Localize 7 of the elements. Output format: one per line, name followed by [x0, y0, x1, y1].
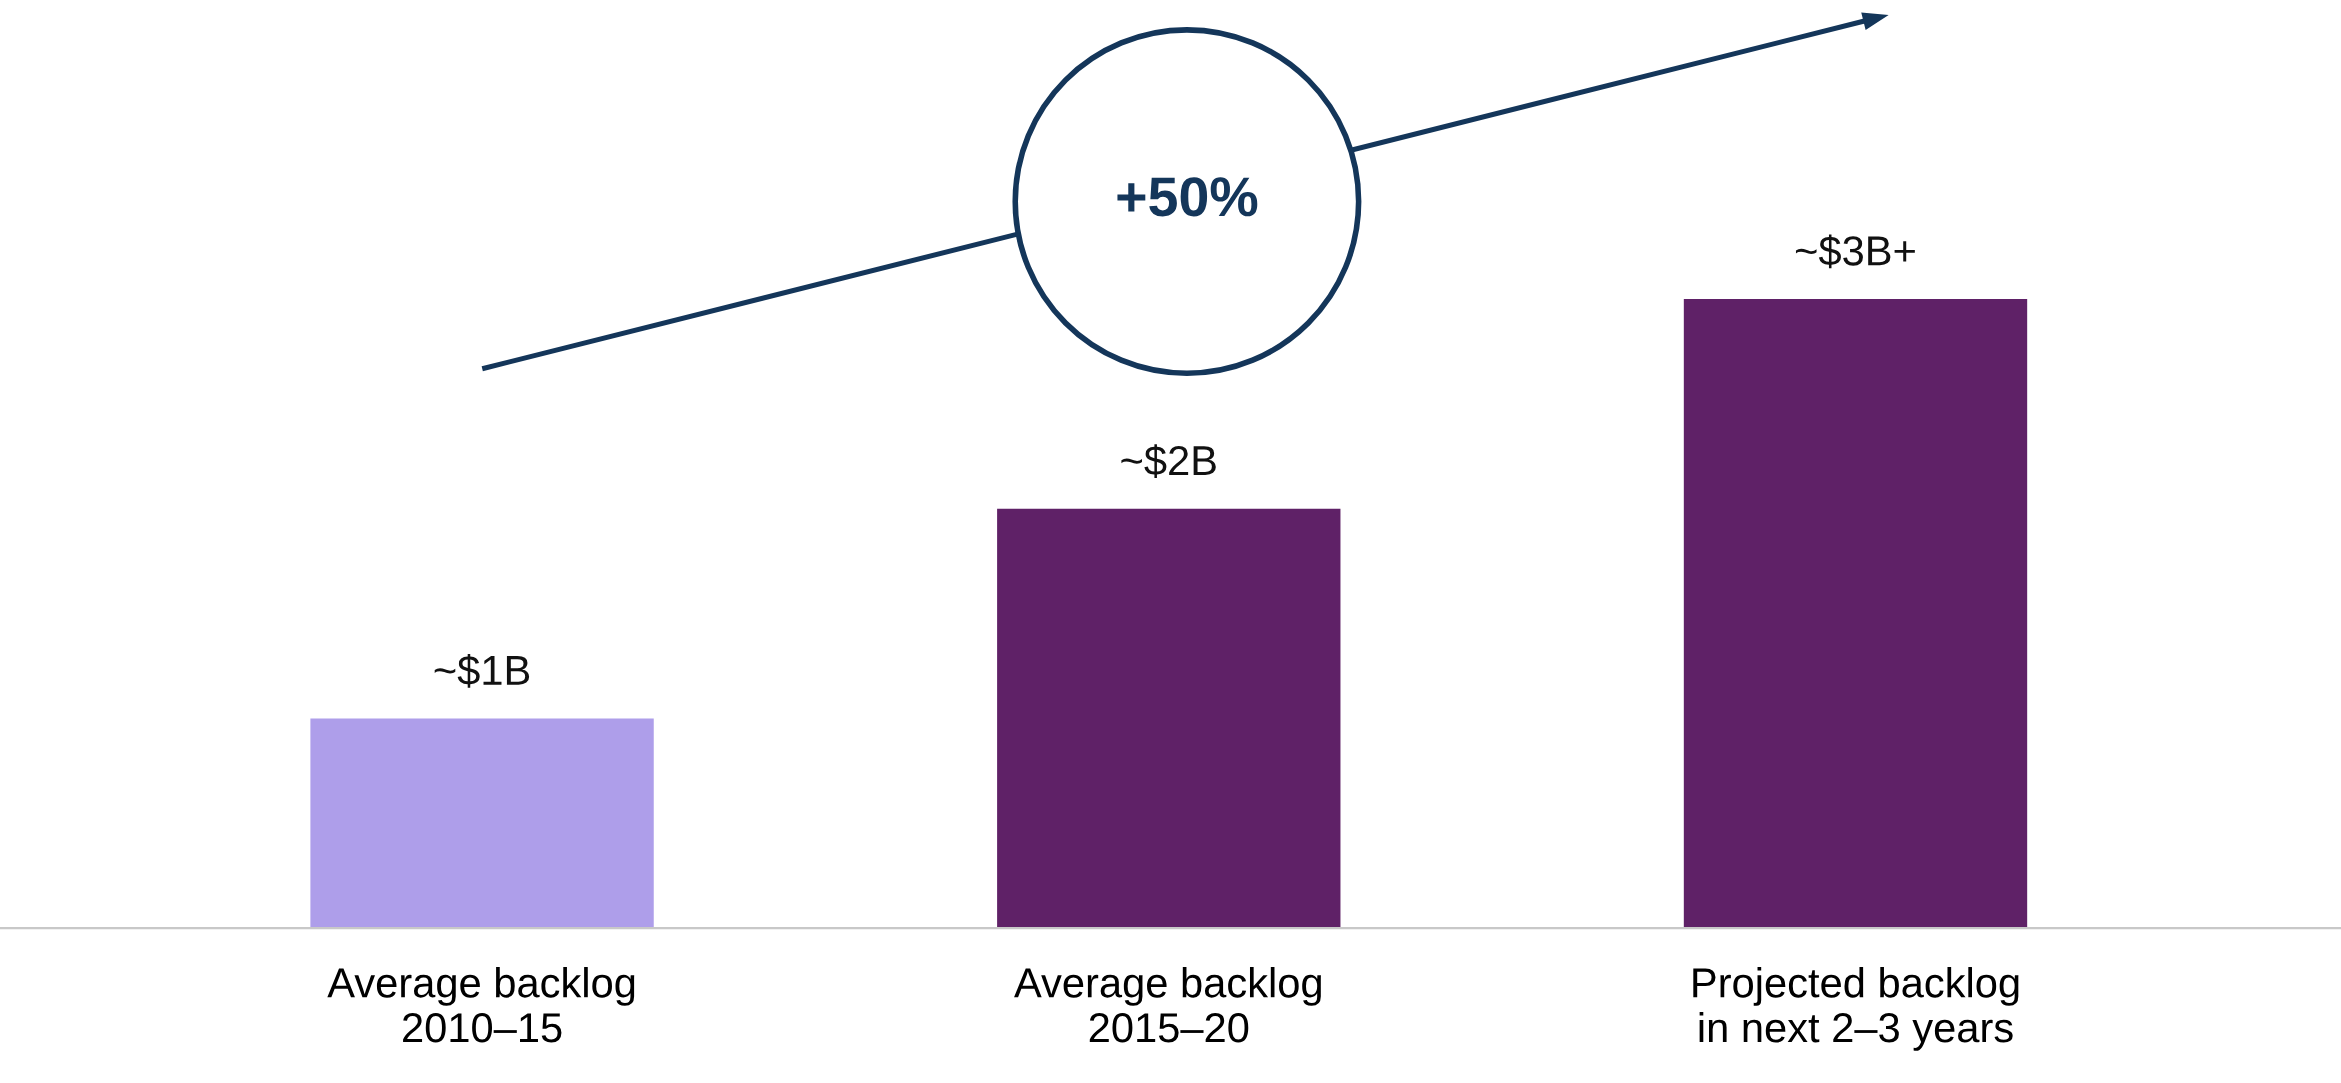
data-label: ~$3B+: [1795, 234, 1915, 269]
x-tick-label: Projected backlog in next 2–3 years: [1693, 967, 2019, 1051]
text: +50%: [1117, 177, 1258, 217]
x-tick-label: Average backlog 2010–15: [327, 967, 635, 1043]
data-label: ~$2B: [1121, 444, 1216, 478]
data-label: ~$1B: [434, 653, 530, 688]
x-tick-label: Average backlog 2015–20: [1014, 967, 1321, 1043]
